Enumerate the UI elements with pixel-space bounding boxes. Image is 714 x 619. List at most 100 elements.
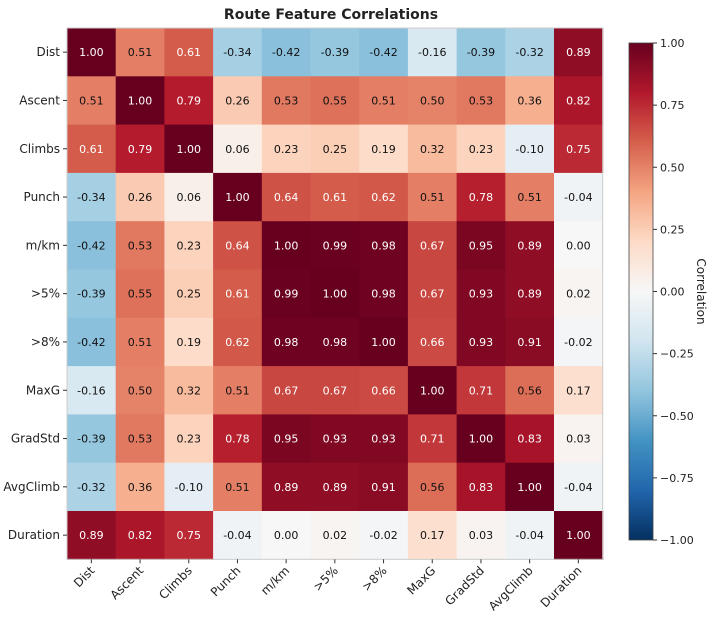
x-tick-label: Dist xyxy=(71,563,98,590)
cell-value-label: 0.83 xyxy=(517,433,542,446)
heatmap-cell xyxy=(67,511,117,560)
heatmap-cell xyxy=(554,124,604,174)
cell-value-label: 0.23 xyxy=(469,143,494,156)
y-tick-label: Climbs xyxy=(19,142,60,156)
heatmap-cell xyxy=(456,366,506,415)
cell-value-label: -0.10 xyxy=(175,481,203,494)
cell-value-label: 1.00 xyxy=(469,433,494,446)
cell-value-label: 0.67 xyxy=(274,384,299,397)
heatmap-cell xyxy=(359,28,409,77)
cell-value-label: 0.62 xyxy=(225,336,250,349)
cell-value-label: 1.00 xyxy=(566,529,591,542)
cell-value-label: 0.53 xyxy=(128,239,153,252)
x-tick-label: Punch xyxy=(208,564,244,600)
heatmap-cell xyxy=(164,172,214,222)
cell-value-label: 1.00 xyxy=(371,336,396,349)
heatmap-cell xyxy=(164,28,214,77)
cell-value-label: 0.83 xyxy=(469,481,494,494)
y-tick-label: Ascent xyxy=(19,93,60,107)
cell-value-label: 0.03 xyxy=(469,529,494,542)
heatmap-cell xyxy=(115,76,165,126)
cell-value-label: 0.23 xyxy=(274,143,299,156)
cell-value-label: 0.89 xyxy=(517,288,542,301)
heatmap-cell xyxy=(164,317,214,367)
heatmap-cell xyxy=(67,269,117,319)
cell-value-label: 0.93 xyxy=(371,433,396,446)
cell-value-label: 0.06 xyxy=(177,191,202,204)
heatmap-cell xyxy=(505,28,555,77)
cell-value-label: 0.00 xyxy=(566,239,591,252)
heatmap-cell xyxy=(261,124,311,174)
heatmap-cell xyxy=(310,269,360,319)
cell-value-label: 0.56 xyxy=(517,384,542,397)
cell-value-label: 1.00 xyxy=(79,46,104,59)
cell-value-label: 0.51 xyxy=(225,384,250,397)
cell-value-label: 0.82 xyxy=(128,529,153,542)
heatmap-cell xyxy=(261,221,311,270)
heatmap-cell xyxy=(407,269,458,319)
heatmap-cell xyxy=(456,511,506,560)
cell-value-label: -0.42 xyxy=(272,46,300,59)
cell-value-label: 0.36 xyxy=(517,94,542,107)
cell-value-label: -0.34 xyxy=(223,46,251,59)
heatmap-cell xyxy=(115,124,165,174)
heatmap-cell xyxy=(554,414,604,464)
cell-value-label: 1.00 xyxy=(177,143,202,156)
heatmap-cell xyxy=(67,462,117,512)
heatmap-cell xyxy=(164,414,214,464)
heatmap-cell xyxy=(261,511,311,560)
heatmap-cell xyxy=(261,462,311,512)
colorbar-tick-label: 0.00 xyxy=(660,286,685,299)
cell-value-label: 0.50 xyxy=(128,384,153,397)
y-tick-label: GradStd xyxy=(11,432,60,446)
heatmap-cell xyxy=(407,414,458,464)
heatmap-cell xyxy=(310,462,360,512)
cell-value-label: 0.03 xyxy=(566,433,591,446)
heatmap-cell xyxy=(213,414,263,464)
cell-value-label: 0.95 xyxy=(469,239,494,252)
cell-value-label: 0.56 xyxy=(420,481,445,494)
heatmap-cell xyxy=(456,28,506,77)
y-tick-label: Dist xyxy=(36,45,60,59)
cell-value-label: 0.51 xyxy=(517,191,542,204)
heatmap-cell xyxy=(310,317,360,367)
x-tick-label: >8% xyxy=(359,564,389,594)
cell-value-label: 0.32 xyxy=(177,384,202,397)
x-tick-label: GradStd xyxy=(442,564,487,609)
cell-value-label: -0.16 xyxy=(418,46,446,59)
cell-value-label: 0.95 xyxy=(274,433,299,446)
heatmap-cell xyxy=(115,221,165,270)
heatmap-cell xyxy=(554,317,604,367)
heatmap-cell xyxy=(456,414,506,464)
cell-value-label: 0.67 xyxy=(420,288,445,301)
heatmap-cell xyxy=(456,172,506,222)
cell-value-label: 0.78 xyxy=(469,191,494,204)
cell-value-label: -0.04 xyxy=(564,481,592,494)
heatmap-cell xyxy=(505,462,555,512)
heatmap-cell xyxy=(359,511,409,560)
colorbar-tick-label: −0.25 xyxy=(660,348,694,361)
cell-value-label: 0.23 xyxy=(177,239,202,252)
colorbar-gradient xyxy=(628,42,654,541)
heatmap-cell xyxy=(67,221,117,270)
cell-value-label: 0.99 xyxy=(323,239,348,252)
heatmap-cell xyxy=(213,317,263,367)
colorbar-tick-label: 0.25 xyxy=(660,223,685,236)
heatmap-cell xyxy=(310,221,360,270)
cell-value-label: 1.00 xyxy=(420,384,445,397)
x-tick-label: Climbs xyxy=(156,564,195,603)
heatmap-cell xyxy=(213,124,263,174)
heatmap-cell xyxy=(261,317,311,367)
cell-value-label: 0.51 xyxy=(128,46,153,59)
heatmap-cell xyxy=(164,462,214,512)
heatmap-cell xyxy=(456,124,506,174)
heatmap-cell xyxy=(164,124,214,174)
cell-value-label: 0.98 xyxy=(323,336,348,349)
cell-value-label: -0.42 xyxy=(77,336,105,349)
cell-value-label: 0.93 xyxy=(469,336,494,349)
heatmap-cell xyxy=(115,414,165,464)
heatmap-cell xyxy=(213,366,263,415)
colorbar-tick-label: −0.50 xyxy=(660,410,694,423)
cell-value-label: 0.53 xyxy=(274,94,299,107)
heatmap-cell xyxy=(261,172,311,222)
